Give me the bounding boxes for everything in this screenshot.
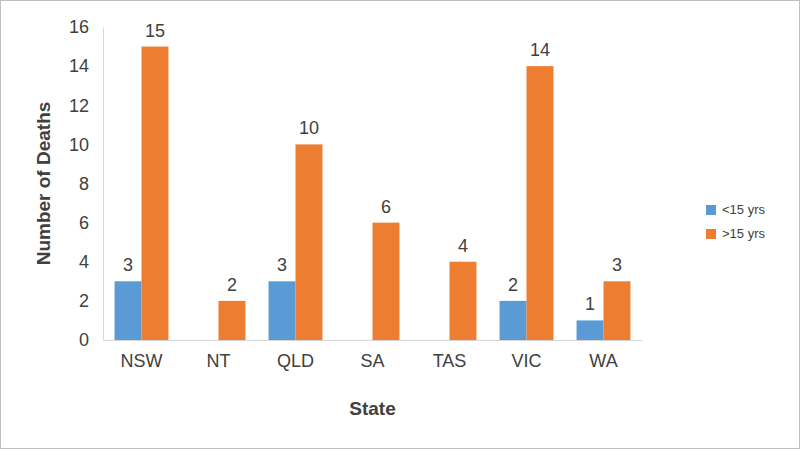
bar xyxy=(450,262,477,340)
x-tick-label: WA xyxy=(589,351,617,371)
y-tick-label: 8 xyxy=(79,174,89,194)
x-tick-label: NSW xyxy=(121,351,163,371)
x-tick: WA xyxy=(589,351,617,371)
y-tick: 10 xyxy=(69,135,103,155)
bar xyxy=(604,281,631,340)
frame xyxy=(1,1,800,449)
data-label: 3 xyxy=(277,255,287,275)
y-tick: 6 xyxy=(79,213,103,233)
y-tick-label: 12 xyxy=(69,96,89,116)
data-label: 15 xyxy=(145,21,165,41)
x-tick: VIC xyxy=(511,351,541,371)
data-label: 3 xyxy=(123,255,133,275)
x-tick: SA xyxy=(360,351,384,371)
data-label: 4 xyxy=(458,236,468,256)
x-tick-label: VIC xyxy=(511,351,541,371)
bar xyxy=(500,301,527,340)
y-tick: 8 xyxy=(79,174,103,194)
legend: <15 yrs >15 yrs xyxy=(706,202,765,241)
data-labels: 3 3 2 1 15 2 10 6 4 14 3 xyxy=(123,21,622,315)
data-label: 3 xyxy=(612,255,622,275)
bar xyxy=(219,301,246,340)
x-tick: QLD xyxy=(277,351,314,371)
y-tick-label: 14 xyxy=(69,56,89,76)
bar xyxy=(142,47,169,340)
y-tick-label: 16 xyxy=(69,17,89,37)
data-label: 6 xyxy=(381,197,391,217)
data-label: 14 xyxy=(530,40,550,60)
y-tick: 2 xyxy=(79,291,103,311)
bar xyxy=(115,281,142,340)
bars xyxy=(115,47,631,340)
bar xyxy=(527,66,554,340)
x-tick-label: QLD xyxy=(277,351,314,371)
y-tick-label: 10 xyxy=(69,135,89,155)
x-tick-label: SA xyxy=(360,351,384,371)
bar xyxy=(373,223,400,340)
x-tick-label: NT xyxy=(207,351,231,371)
bar xyxy=(296,144,323,340)
data-label: 2 xyxy=(227,275,237,295)
y-tick: 16 xyxy=(69,17,103,37)
y-axis-title: Number of Deaths xyxy=(33,102,54,266)
x-axis-line xyxy=(104,340,643,341)
x-tick-label: TAS xyxy=(433,351,467,371)
data-label: 1 xyxy=(585,294,595,314)
y-tick-label: 4 xyxy=(79,252,89,272)
bar xyxy=(269,281,296,340)
y-tick-label: 0 xyxy=(79,330,89,350)
y-tick: 12 xyxy=(69,96,103,116)
legend-label: <15 yrs xyxy=(722,202,765,217)
legend-swatch xyxy=(706,229,716,239)
y-tick-label: 2 xyxy=(79,291,89,311)
bar xyxy=(577,320,604,340)
chart: 0 2 4 6 8 10 12 14 16 NSW NT QLD SA TAS VIC WA 3 3 2 1 15 2 10… xyxy=(0,0,800,449)
y-tick: 4 xyxy=(79,252,103,272)
x-tick: NSW xyxy=(121,351,163,371)
y-axis: 0 2 4 6 8 10 12 14 16 xyxy=(69,17,104,350)
data-label: 2 xyxy=(508,275,518,295)
x-axis: NSW NT QLD SA TAS VIC WA xyxy=(104,341,643,371)
x-axis-title: State xyxy=(349,398,395,419)
y-tick: 0 xyxy=(79,330,103,350)
x-tick: TAS xyxy=(433,351,467,371)
x-tick: NT xyxy=(207,351,231,371)
data-label: 10 xyxy=(299,118,319,138)
y-axis-line xyxy=(103,28,104,341)
legend-swatch xyxy=(706,205,716,215)
legend-label: >15 yrs xyxy=(722,226,765,241)
y-tick-label: 6 xyxy=(79,213,89,233)
y-tick: 14 xyxy=(69,56,103,76)
